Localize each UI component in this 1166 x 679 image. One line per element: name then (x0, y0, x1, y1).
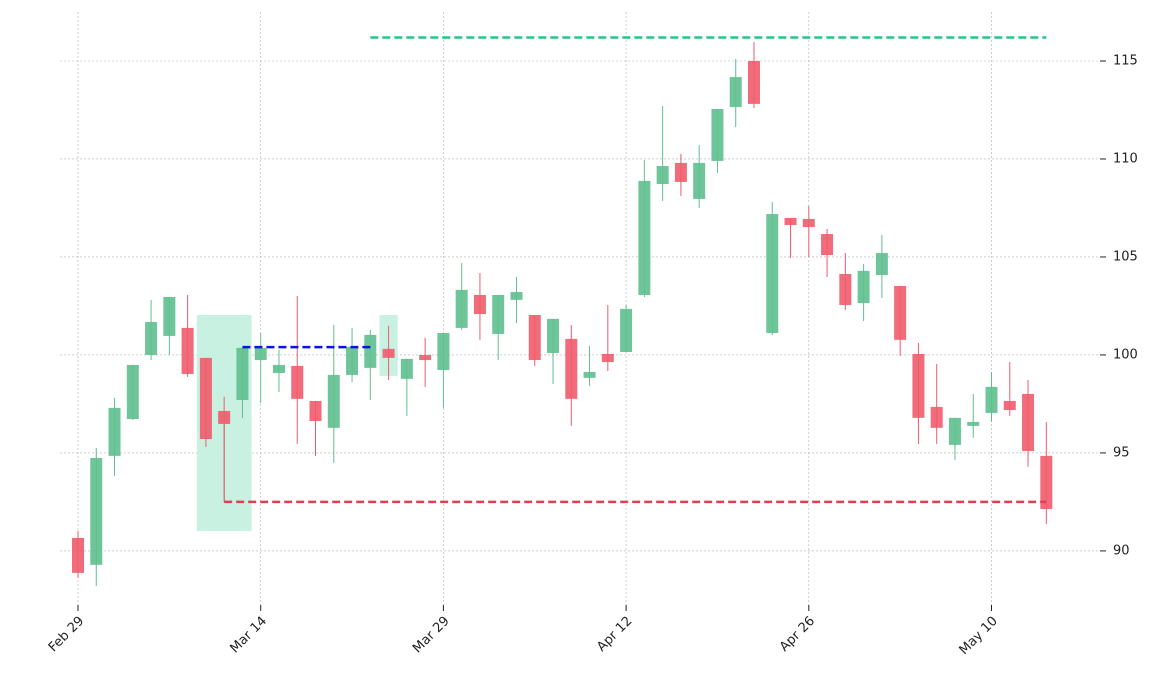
candle-body (857, 270, 870, 304)
candle-body (583, 371, 596, 378)
candle-body (656, 166, 669, 185)
candle-body (784, 217, 797, 226)
candle-body (309, 400, 322, 421)
candle-body (327, 374, 340, 428)
candle-body (930, 406, 943, 428)
candle-body (492, 294, 505, 334)
x-tick-label: Mar 29 (410, 614, 453, 657)
x-tick-label: Mar 14 (227, 614, 270, 657)
y-tick-label: 100 (1113, 347, 1138, 362)
candle-body (802, 218, 815, 227)
candle-body (473, 294, 486, 314)
candle-body (674, 162, 687, 182)
y-tick-label: 90 (1113, 543, 1130, 558)
candle-body (437, 332, 450, 371)
candle-body (638, 180, 651, 295)
y-tick-label: 110 (1113, 151, 1138, 166)
candle-body (181, 327, 194, 374)
candle-body (400, 358, 413, 379)
candle-body (236, 347, 249, 401)
candle-body (199, 357, 212, 440)
candle-body (894, 285, 907, 340)
x-tick-label: May 10 (957, 614, 1001, 658)
candle-body (967, 421, 980, 426)
y-tick-label: 95 (1113, 445, 1130, 460)
candle-body (346, 346, 359, 375)
candle-body (291, 365, 304, 399)
candle-body (90, 458, 103, 565)
x-tick-label: Apr 12 (594, 614, 635, 655)
candle-body (126, 364, 139, 420)
candle-body (510, 292, 523, 300)
candle-body (875, 253, 888, 275)
candle-body (747, 60, 760, 104)
candle-body (72, 537, 84, 573)
candle-body (528, 314, 541, 361)
x-tick-label: Feb 29 (46, 614, 88, 656)
candle-body (766, 214, 779, 333)
candle-body (985, 386, 998, 413)
candle-body (693, 162, 706, 199)
candle-body (419, 354, 432, 361)
candle-body (108, 407, 121, 456)
candle-body (565, 338, 578, 399)
candle-body (620, 308, 633, 353)
candle-body (145, 322, 158, 355)
y-tick-label: 105 (1113, 249, 1138, 264)
candle-body (364, 334, 377, 368)
candle-body (948, 417, 961, 445)
candle-body (382, 348, 395, 358)
candle-body (163, 296, 176, 336)
candle-body (1003, 400, 1016, 411)
candle-body (218, 410, 231, 424)
y-tick-label: 115 (1113, 53, 1138, 68)
candle-body (601, 353, 614, 362)
x-tick-label: Apr 26 (777, 614, 818, 655)
candle-body (839, 274, 852, 305)
candle-body (912, 353, 925, 418)
candle-body (455, 289, 468, 328)
candle-body (821, 234, 834, 256)
candle-body (272, 364, 285, 373)
candle-body (1040, 455, 1053, 509)
candle-body (1022, 393, 1035, 451)
candle-body (711, 109, 724, 161)
candle-body (547, 318, 560, 353)
candle-body (729, 77, 742, 108)
candle-body (254, 347, 267, 361)
